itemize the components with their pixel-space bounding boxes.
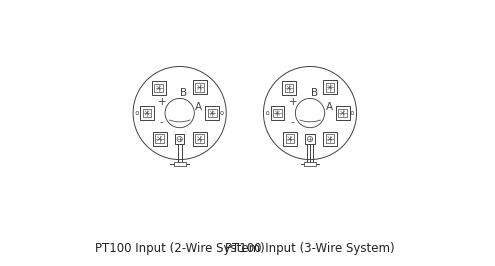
- FancyBboxPatch shape: [154, 84, 163, 92]
- Text: +: +: [289, 97, 297, 107]
- FancyBboxPatch shape: [336, 106, 349, 120]
- Bar: [174, 162, 186, 166]
- Bar: [304, 162, 316, 166]
- FancyBboxPatch shape: [193, 132, 206, 146]
- Text: A: A: [195, 102, 202, 112]
- FancyBboxPatch shape: [152, 81, 166, 95]
- Text: -: -: [160, 117, 164, 127]
- Text: B: B: [310, 89, 318, 98]
- FancyBboxPatch shape: [143, 109, 151, 117]
- FancyBboxPatch shape: [196, 83, 204, 92]
- FancyBboxPatch shape: [273, 109, 282, 117]
- Text: B: B: [180, 89, 188, 98]
- FancyBboxPatch shape: [282, 81, 296, 95]
- FancyBboxPatch shape: [305, 134, 315, 144]
- FancyBboxPatch shape: [152, 132, 166, 146]
- FancyBboxPatch shape: [326, 83, 334, 92]
- FancyBboxPatch shape: [323, 80, 337, 94]
- FancyBboxPatch shape: [205, 106, 219, 120]
- FancyBboxPatch shape: [323, 132, 337, 146]
- FancyBboxPatch shape: [140, 106, 154, 120]
- FancyBboxPatch shape: [285, 84, 294, 92]
- FancyBboxPatch shape: [155, 134, 164, 143]
- FancyBboxPatch shape: [208, 109, 216, 117]
- Text: A: A: [326, 102, 333, 112]
- FancyBboxPatch shape: [283, 132, 297, 146]
- FancyBboxPatch shape: [196, 134, 204, 143]
- Text: -: -: [290, 117, 294, 127]
- FancyBboxPatch shape: [326, 134, 334, 143]
- FancyBboxPatch shape: [193, 80, 206, 94]
- FancyBboxPatch shape: [270, 106, 284, 120]
- FancyBboxPatch shape: [175, 134, 185, 144]
- Text: +: +: [158, 97, 167, 107]
- FancyBboxPatch shape: [286, 134, 294, 143]
- FancyBboxPatch shape: [338, 109, 347, 117]
- Text: PT100 Input (3-Wire System): PT100 Input (3-Wire System): [225, 242, 395, 255]
- Text: PT100 Input (2-Wire System): PT100 Input (2-Wire System): [95, 242, 264, 255]
